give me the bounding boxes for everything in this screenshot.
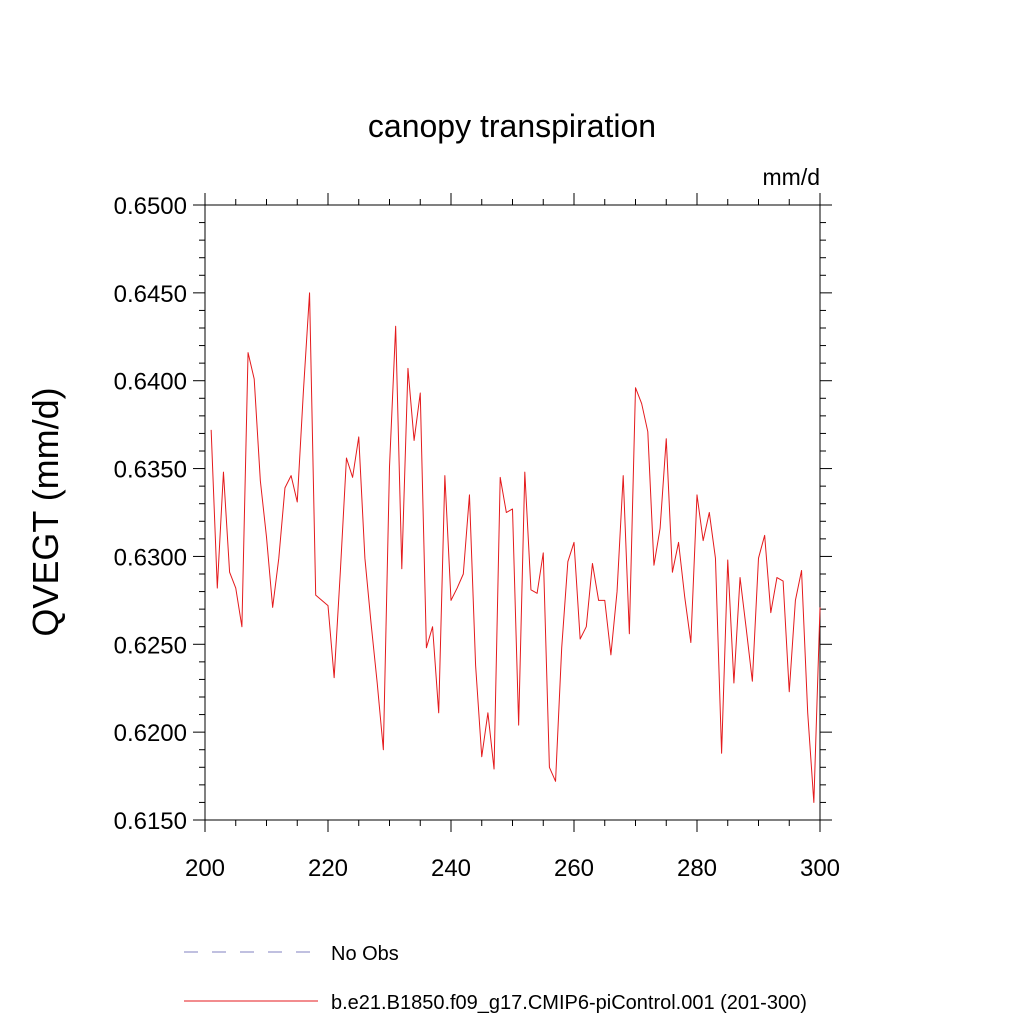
series-line-model: [210, 292, 821, 803]
legend-label-no-obs: No Obs: [331, 943, 399, 965]
y-tick-label: 0.6500: [114, 193, 187, 220]
x-tick-label: 300: [800, 855, 840, 882]
y-tick-label: 0.6300: [114, 544, 187, 571]
x-tick-label: 240: [431, 855, 471, 882]
legend-label-model: b.e21.B1850.f09_g17.CMIP6-piControl.001 …: [331, 992, 807, 1014]
y-tick-label: 0.6450: [114, 281, 187, 308]
x-axis-tick-labels: 200 220 240 260 280 300: [185, 855, 840, 882]
chart-title: canopy transpiration: [368, 108, 656, 144]
y-tick-label: 0.6150: [114, 808, 187, 835]
y-tick-label: 0.6400: [114, 369, 187, 396]
y-tick-label: 0.6350: [114, 457, 187, 484]
x-tick-label: 260: [554, 855, 594, 882]
y-axis-label: QVEGT (mm/d): [25, 387, 66, 636]
x-tick-label: 220: [308, 855, 348, 882]
y-tick-label: 0.6200: [114, 720, 187, 747]
x-tick-label: 200: [185, 855, 225, 882]
y-tick-label: 0.6250: [114, 632, 187, 659]
units-label: mm/d: [763, 164, 821, 190]
x-axis-ticks: [204, 193, 821, 832]
x-tick-label: 280: [677, 855, 717, 882]
legend: No Obs b.e21.B1850.f09_g17.CMIP6-piContr…: [184, 943, 807, 1014]
y-axis-ticks: [193, 204, 832, 821]
y-axis-tick-labels: 0.6150 0.6200 0.6250 0.6300 0.6350 0.6400 0.64…: [114, 193, 187, 835]
